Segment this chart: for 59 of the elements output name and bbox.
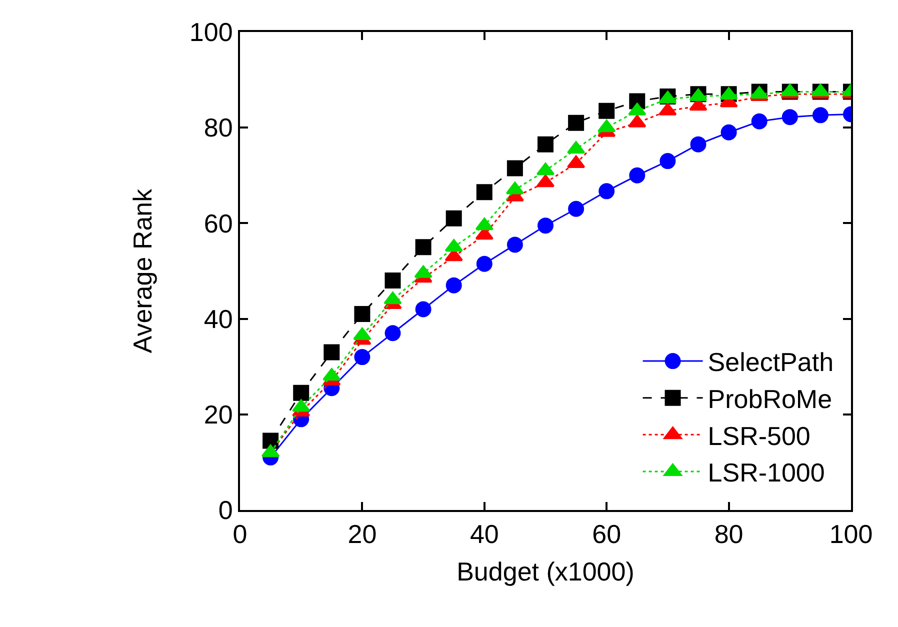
point [506,160,523,176]
point [384,272,401,289]
point [414,265,432,278]
point [629,167,646,184]
x-axis-title: Budget (x1000) [456,556,634,586]
y-axis-title: Average Rank [127,188,158,354]
point [475,218,494,230]
point [720,87,738,100]
point [598,120,616,132]
point [415,239,432,256]
point [384,292,402,304]
point [354,306,370,322]
point [690,136,706,152]
point [444,239,463,252]
x-tick-label: 40 [470,519,499,550]
point [353,328,372,340]
legend-label: SelectPath [708,347,834,378]
point [538,218,554,234]
point [446,277,462,294]
point [292,399,310,412]
y-tick-label: 40 [204,304,233,334]
point [322,368,341,381]
point [324,344,340,360]
point [538,136,554,152]
x-tick-label: 60 [592,519,622,550]
y-tick-label: 0 [218,495,233,526]
point [598,183,615,200]
legend-label: LSR-1000 [708,458,825,488]
point [568,114,584,131]
y-tick-label: 100 [189,17,233,48]
point [476,256,492,272]
point [262,432,279,449]
point [384,325,401,342]
point [446,210,462,226]
point [568,200,584,217]
point [476,184,492,200]
point [720,124,737,140]
point [689,88,708,102]
point [506,236,523,253]
x-tick-label: 100 [829,519,873,550]
y-tick-label: 60 [204,208,233,238]
legend-label: LSR-500 [708,420,810,451]
legend-label: ProbRoMe [708,384,832,414]
y-tick-label: 80 [204,112,233,143]
point [628,102,646,116]
point [812,107,828,124]
point [293,384,310,401]
point [354,349,370,366]
point [658,102,677,116]
y-tick-label: 20 [204,400,233,430]
point [415,301,432,318]
point [628,114,646,128]
point [751,113,768,130]
x-tick-label: 20 [348,519,377,550]
point [782,109,798,126]
point [660,153,676,170]
point [598,102,615,119]
x-tick-label: 80 [714,519,744,550]
point [780,84,799,96]
